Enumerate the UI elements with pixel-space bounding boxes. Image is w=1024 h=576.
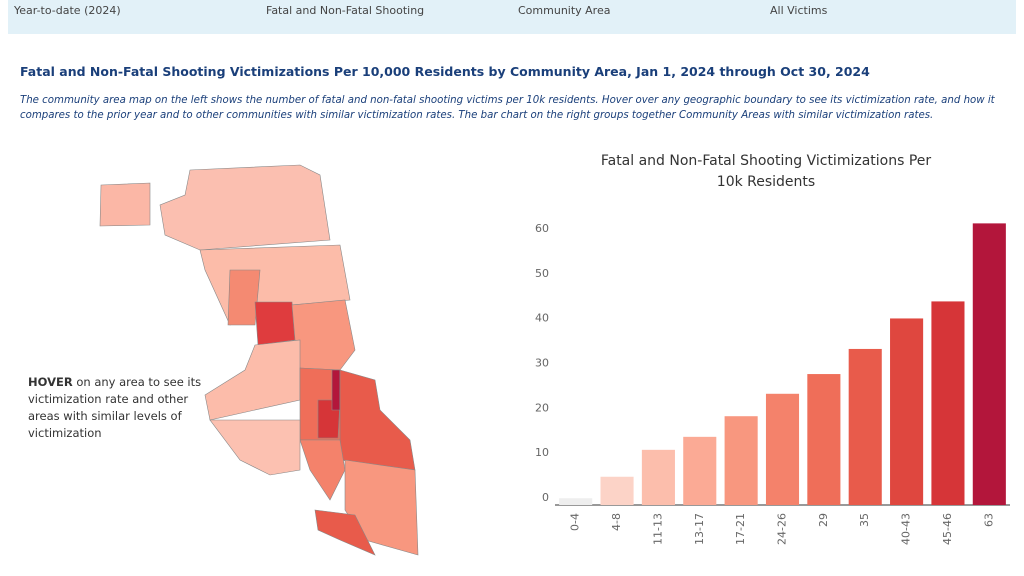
- hover-emphasis: HOVER: [28, 375, 73, 389]
- x-tick-label: 4-8: [610, 513, 623, 531]
- bar: [683, 436, 717, 505]
- y-tick-label: 60: [535, 222, 549, 235]
- filter[interactable]: Fatal and Non-Fatal Shooting: [266, 4, 425, 17]
- hover-text: on any area to see its victimization rat…: [28, 375, 202, 440]
- filter-bar: Year-to-date (2024) Fatal and Non-Fatal …: [8, 0, 1016, 34]
- bar: [724, 416, 758, 505]
- bar: [931, 301, 965, 505]
- y-tick-label: 40: [535, 312, 549, 325]
- bar: [972, 223, 1006, 505]
- y-tick-label: 30: [535, 356, 549, 369]
- filter[interactable]: All Victims: [770, 4, 828, 17]
- y-tick-label: 20: [535, 401, 549, 414]
- x-tick-label: 35: [858, 513, 871, 527]
- x-tick-label: 24-26: [776, 513, 789, 545]
- bar: [600, 476, 634, 505]
- x-tick-label: 63: [982, 513, 995, 527]
- bar: [641, 449, 675, 505]
- heading: Fatal and Non-Fatal Shooting Victimizati…: [20, 64, 870, 79]
- map: [99, 164, 419, 556]
- y-tick-label: 50: [535, 267, 549, 280]
- y-tick-label: 0: [542, 491, 549, 504]
- bar: [559, 498, 593, 505]
- x-tick-label: 17-21: [734, 513, 747, 545]
- bar: [890, 318, 924, 505]
- x-tick-label: 11-13: [651, 513, 664, 545]
- bar: [807, 374, 841, 505]
- filter[interactable]: Community Area: [518, 4, 611, 17]
- bar: [765, 393, 800, 505]
- y-tick-label: 10: [535, 446, 549, 459]
- description: The community area map on the left shows…: [20, 95, 995, 121]
- x-tick-label: 29: [817, 513, 830, 527]
- x-tick-label: 13-17: [693, 513, 706, 545]
- bar: [848, 348, 882, 505]
- chart-title: Fatal and Non-Fatal Shooting Victimizati…: [600, 153, 932, 190]
- hover-note: HOVER on any area to see its victimizati…: [28, 374, 213, 442]
- x-tick-label: 0-4: [569, 513, 582, 531]
- x-tick-label: 40-43: [900, 513, 913, 545]
- filter[interactable]: Year-to-date (2024): [14, 4, 121, 17]
- x-tick-label: 45-46: [941, 513, 954, 545]
